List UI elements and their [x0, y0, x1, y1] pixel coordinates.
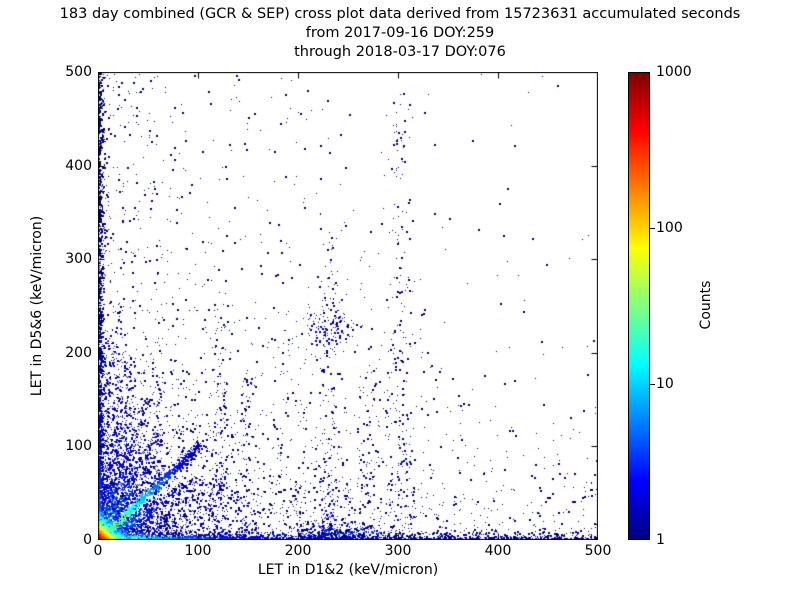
scatter-canvas [98, 72, 598, 540]
colorbar-tick-mark [650, 384, 655, 385]
y-tick-label: 0 [83, 532, 92, 548]
chart-title-line-1: 183 day combined (GCR & SEP) cross plot … [59, 6, 741, 22]
y-axis-label: LET in D5&6 (keV/micron) [29, 215, 45, 397]
y-tick-label: 200 [65, 344, 92, 361]
plot-area [98, 72, 598, 540]
x-tick-label: 200 [284, 543, 312, 559]
colorbar-tick-label: 10 [656, 376, 674, 392]
chart-title-line-3: through 2018-03-17 DOY:076 [294, 44, 506, 60]
colorbar-tick-label: 100 [656, 220, 683, 236]
colorbar-label: Counts [698, 280, 714, 330]
x-tick-label: 500 [584, 543, 612, 559]
colorbar-tick-mark [650, 228, 655, 229]
x-tick-label: 100 [184, 543, 212, 559]
colorbar-tick-label: 1 [656, 532, 665, 548]
chart-title-line-2: from 2017-09-16 DOY:259 [305, 25, 495, 41]
y-tick-label: 400 [65, 157, 92, 174]
x-axis-label: LET in D1&2 (keV/micron) [257, 562, 439, 578]
y-tick-label: 300 [65, 251, 92, 268]
y-tick-label: 500 [65, 64, 92, 80]
x-tick-label: 400 [484, 543, 512, 559]
x-tick-label: 0 [93, 543, 103, 559]
colorbar-tick-label: 1000 [656, 64, 692, 80]
y-tick-label: 100 [65, 438, 92, 455]
chart-title: 183 day combined (GCR & SEP) cross plot … [0, 5, 800, 62]
x-tick-label: 300 [384, 543, 412, 559]
colorbar-gradient [628, 72, 650, 540]
